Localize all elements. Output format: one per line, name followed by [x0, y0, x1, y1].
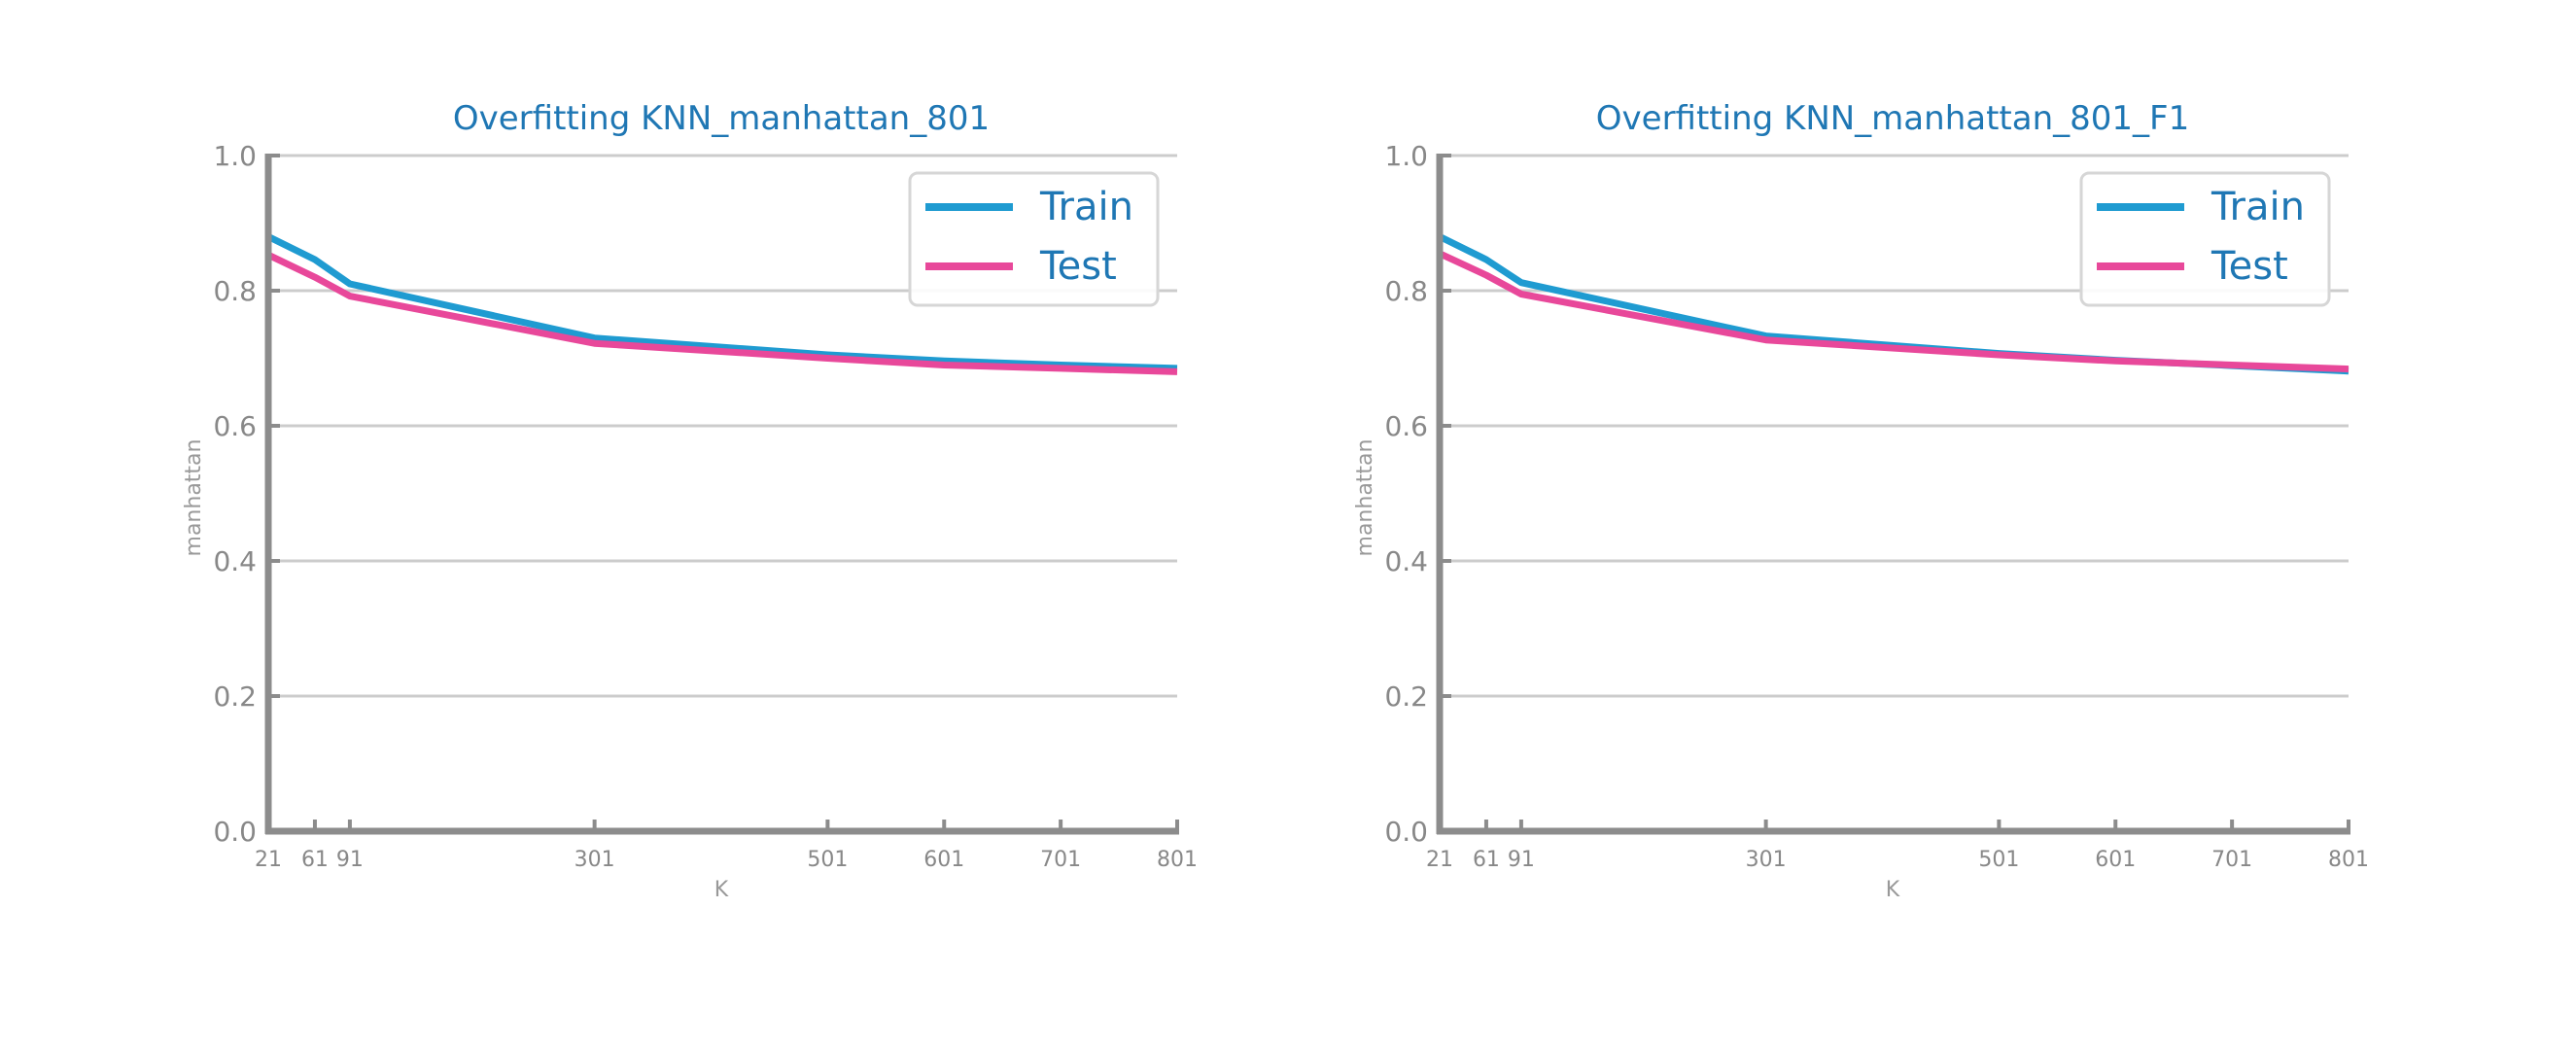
x-tick-label: 301 [1746, 848, 1787, 872]
x-tick-label: 91 [1508, 848, 1535, 872]
legend-label-test: Test [2210, 244, 2288, 289]
x-tick-label: 801 [2328, 848, 2369, 872]
x-tick-label: 21 [1426, 848, 1453, 872]
y-tick-label: 0.0 [1384, 816, 1428, 848]
y-tick-label: 0.6 [213, 410, 257, 442]
x-axis-label: K [714, 878, 729, 902]
chart-title: Overfitting KNN_manhattan_801 [453, 99, 990, 138]
x-tick-label: 61 [1473, 848, 1500, 872]
x-tick-label: 601 [2095, 848, 2136, 872]
x-tick-label: 301 [574, 848, 615, 872]
y-tick-label: 0.6 [1384, 410, 1428, 442]
chart-panel-right: Overfitting KNN_manhattan_801_F1 0.00.20… [1353, 99, 2369, 902]
chart-title: Overfitting KNN_manhattan_801_F1 [1596, 99, 2189, 138]
x-tick-label: 601 [923, 848, 964, 872]
x-tick-label: 501 [807, 848, 848, 872]
y-tick-label: 0.8 [213, 275, 257, 307]
x-tick-label: 21 [255, 848, 282, 872]
y-tick-label: 1.0 [213, 140, 257, 172]
y-tick-label: 0.0 [213, 816, 257, 848]
y-axis-label: manhattan [1353, 439, 1377, 557]
y-tick-label: 1.0 [1384, 140, 1428, 172]
series-line-test [1438, 250, 2350, 373]
chart-panel-left: Overfitting KNN_manhattan_801 0.00.20.40… [182, 99, 1198, 902]
legend-label-train: Train [1039, 185, 1133, 229]
x-tick-label: 701 [1040, 848, 1081, 872]
x-tick-label: 501 [1978, 848, 2019, 872]
y-tick-label: 0.2 [213, 681, 257, 713]
x-tick-label: 801 [1157, 848, 1198, 872]
y-axis-label: manhattan [182, 439, 206, 557]
x-tick-label: 61 [301, 848, 329, 872]
plot-area: 0.0 0.2 0.4 0.6 0.8 1.0 21 61 91 301 501 601 701 801 T… [213, 140, 1198, 872]
y-tick-label: 0.4 [213, 545, 257, 577]
plot-area: 0.0 0.2 0.4 0.6 0.8 1.0 21 61 91 301 501 601 701 801 T… [1384, 140, 2369, 872]
y-tick-label: 0.4 [1384, 545, 1428, 577]
series-line-test [266, 252, 1178, 375]
legend-label-train: Train [2210, 185, 2305, 229]
legend-label-test: Test [1039, 244, 1117, 289]
x-tick-label: 91 [336, 848, 364, 872]
series-line-train [266, 233, 1178, 372]
x-axis-label: K [1886, 878, 1900, 902]
y-tick-label: 0.2 [1384, 681, 1428, 713]
y-tick-label: 0.8 [1384, 275, 1428, 307]
x-tick-label: 701 [2211, 848, 2252, 872]
